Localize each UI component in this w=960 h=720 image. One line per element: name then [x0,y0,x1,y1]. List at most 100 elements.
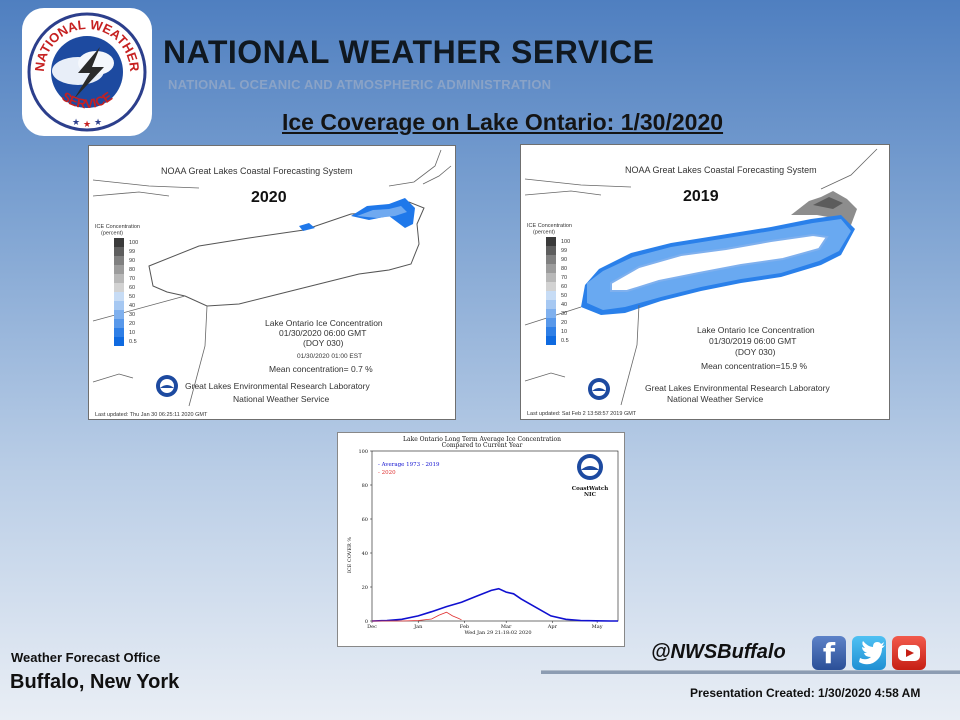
legend-average: - Average 1973 - 2019 [378,462,440,468]
slide-title: Ice Coverage on Lake Ontario: 1/30/2020 [282,109,724,135]
legend-swatch [546,264,556,273]
nic-label: NIC [584,492,597,498]
legend-level-label: 50 [129,294,135,300]
valid-time: 01/30/2019 06:00 GMT [709,336,796,346]
youtube-button[interactable] [892,636,926,670]
legend-level-label: 0.5 [561,338,569,344]
legend-swatch [546,237,556,246]
legend-level-label: 90 [561,257,567,263]
star-icon: ★ [94,117,102,127]
ice-legend: ICE Concentration(percent) 100 99 90 80 70 60 5… [527,223,572,345]
x-tick-label: Apr [547,624,558,630]
x-tick-label: Dec [367,624,377,630]
legend-level-label: 70 [129,276,135,282]
legend-level-label: 10 [561,329,567,335]
y-tick-label: 0 [365,619,368,625]
legend-swatch [114,337,124,346]
product-title: Lake Ontario Ice Concentration [265,318,383,328]
series-line-2020 [372,611,462,622]
legend-swatch [546,291,556,300]
x-tick-label: Mar [501,624,512,630]
last-updated: Last updated: Sat Feb 2 13:58:57 2019 GM… [527,411,637,417]
legend-level-label: 30 [561,311,567,317]
nws-name: National Weather Service [667,394,763,404]
legend-level-label: 40 [129,303,135,309]
legend-level-label: 80 [561,266,567,272]
presentation-created: Presentation Created: 1/30/2020 4:58 AM [690,686,921,700]
legend-level-label: 50 [561,293,567,299]
office-label: Weather Forecast Office [11,650,161,665]
nws-name: National Weather Service [233,394,329,404]
legend-swatch [114,310,124,319]
ice-map-2020-graphic: ICE Concentration(percent) 100 99 90 80 70 60 5… [92,149,452,418]
day-of-year: (DOY 030) [735,347,776,357]
youtube-icon [898,645,920,661]
footer-divider [541,670,960,674]
product-title: Lake Ontario Ice Concentration [697,325,815,335]
legend-swatch [114,301,124,310]
legend-level-label: 40 [561,302,567,308]
legend-level-label: 100 [561,239,570,245]
legend-swatch [546,246,556,255]
x-tick-label: Feb [460,624,469,630]
y-tick-label: 80 [362,483,368,489]
legend-unit: (percent) [101,231,123,237]
y-tick-label: 100 [358,449,368,455]
mean-concentration: Mean concentration= 0.7 % [269,364,373,374]
legend-2020: - 2020 [378,470,396,476]
legend-unit: (percent) [533,230,555,236]
twitter-handle[interactable]: @NWSBuffalo [651,641,786,663]
agency-title: NATIONAL WEATHER SERVICE [163,34,655,70]
legend-level-label: 99 [561,248,567,254]
star-icon: ★ [83,119,91,129]
nws-logo: NATIONAL WEATHER SERVICE ★ ★ ★ [22,8,152,136]
legend-title: ICE Concentration [95,224,140,230]
y-tick-label: 60 [362,517,368,523]
x-axis-label: Wed Jan 29 21:18:02 2020 [465,630,532,636]
local-time: 01/30/2020 01:00 EST [297,353,362,360]
twitter-button[interactable] [852,636,886,670]
facebook-button[interactable]: f [812,636,846,670]
legend-swatch [546,282,556,291]
legend-level-label: 0.5 [129,339,137,345]
ice-map-2019: ICE Concentration (percent) 100 99 90 80 70 60 5… [520,144,890,420]
legend-swatch [114,265,124,274]
legend-level-label: 99 [129,249,135,255]
office-city: Buffalo, New York [10,671,180,693]
legend-level-label: 30 [129,312,135,318]
mean-concentration: Mean concentration=15.9 % [701,361,808,371]
legend-swatch [546,300,556,309]
legend-level-label: 100 [129,240,138,246]
legend-level-label: 60 [129,285,135,291]
legend-swatch [114,292,124,301]
legend-swatch [546,273,556,282]
last-updated: Last updated: Thu Jan 30 06:25:11 2020 G… [95,412,208,418]
legend-swatch [546,318,556,327]
ice-legend: ICE Concentration(percent) 100 99 90 80 70 60 5… [95,224,140,346]
legend-level-label: 70 [561,275,567,281]
system-title: NOAA Great Lakes Coastal Forecasting Sys… [625,165,817,175]
star-icon: ★ [72,117,80,127]
noaa-seal-icon [588,378,610,400]
twitter-icon [859,641,885,665]
series-line-average [371,587,618,622]
legend-level-label: 80 [129,267,135,273]
ice-map-2019-graphic: ICE Concentration(percent) 100 99 90 80 70 60 5… [524,148,878,417]
legend-level-label: 10 [129,330,135,336]
y-tick-label: 20 [362,585,368,591]
chart-subtitle: Compared to Current Year [442,442,523,449]
legend-swatch [114,283,124,292]
legend-swatch [546,309,556,318]
facebook-icon: f [822,637,836,670]
day-of-year: (DOY 030) [303,338,344,348]
ice-timeseries-chart: Lake Ontario Long Term Average Ice Conce… [337,432,625,647]
coastwatch-label: CoastWatch [572,486,608,492]
lab-name: Great Lakes Environmental Research Labor… [645,383,830,393]
valid-time: 01/30/2020 06:00 GMT [279,328,366,338]
noaa-seal-icon [156,375,178,397]
legend-swatch [546,255,556,264]
legend-swatch [114,319,124,328]
x-tick-label: May [592,624,603,630]
legend-swatch [114,247,124,256]
lab-name: Great Lakes Environmental Research Labor… [185,381,370,391]
